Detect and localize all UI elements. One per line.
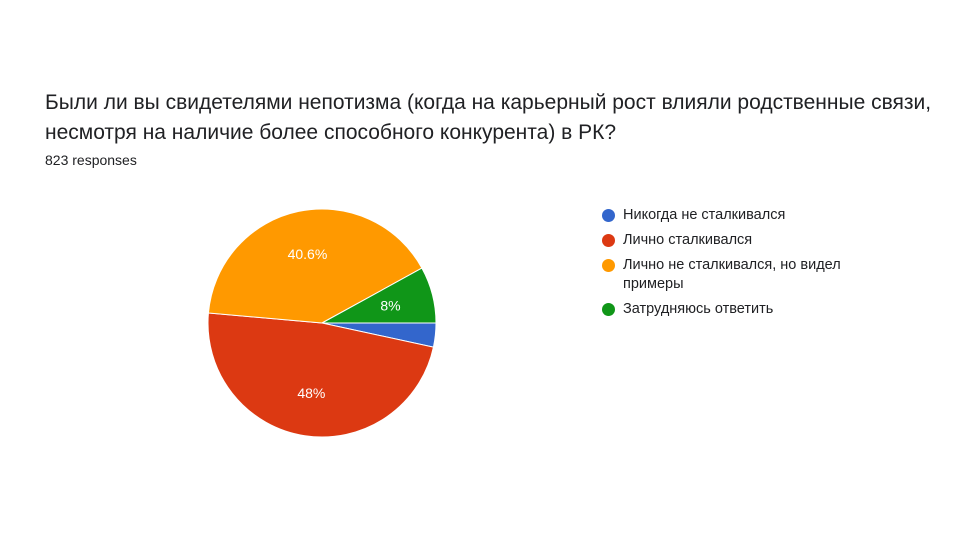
legend-item-saw-examples[interactable]: Лично не сталкивался, но видел примеры (602, 256, 882, 294)
pie-slice-label-2: 40.6% (288, 246, 328, 262)
legend-item-personally[interactable]: Лично сталкивался (602, 231, 882, 250)
pie-slices (207, 208, 437, 438)
legend-color-dot (602, 303, 615, 316)
response-count: 823 responses (45, 152, 137, 168)
legend-label: Лично сталкивался (623, 232, 753, 248)
pie-labels: 48% 40.6% 8% (288, 246, 401, 401)
pie-slice-2[interactable] (207, 208, 423, 324)
question-title: Были ли вы свидетелями непотизма (когда … (45, 91, 932, 144)
legend-item-never[interactable]: Никогда не сталкивался (602, 206, 882, 225)
legend-label: Лично не сталкивался, но видел примеры (623, 257, 841, 292)
legend-label: Никогда не сталкивался (623, 207, 786, 223)
legend-color-dot (602, 234, 615, 247)
legend-color-dot (602, 209, 615, 222)
legend-item-hard-to-say[interactable]: Затрудняюсь ответить (602, 300, 882, 319)
legend-color-dot (602, 259, 615, 272)
chart-legend: Никогда не сталкивался Лично сталкивался… (602, 206, 882, 325)
legend-label: Затрудняюсь ответить (623, 301, 774, 317)
pie-slice-label-3: 8% (380, 297, 400, 313)
pie-slice-3[interactable] (321, 267, 437, 324)
pie-slice-1[interactable] (207, 312, 435, 438)
pie-slice-label-1: 48% (297, 385, 325, 401)
